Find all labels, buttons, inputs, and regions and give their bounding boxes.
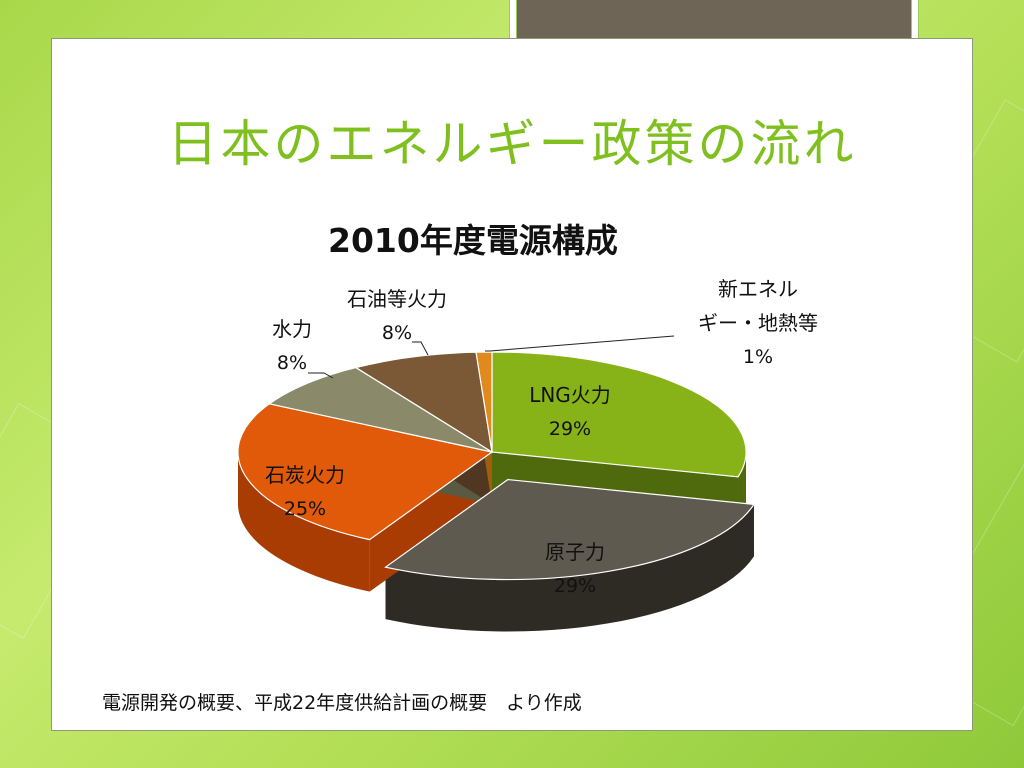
leader-line xyxy=(412,341,429,356)
pie-slice xyxy=(354,351,493,454)
label-value: 29% xyxy=(548,418,592,440)
pie-slice xyxy=(267,366,493,453)
chart-title: 2010年度電源構成 xyxy=(328,221,618,260)
label-value: 1% xyxy=(742,346,774,368)
leader-line xyxy=(308,372,334,379)
slice-label-hydro: 水力 8% xyxy=(252,312,332,380)
label-name: 原子力 xyxy=(545,540,605,564)
slice-label-oil: 石油等火力 8% xyxy=(322,282,472,350)
label-value: 8% xyxy=(381,322,413,344)
slide-title: 日本のエネルギー政策の流れ xyxy=(167,115,857,173)
label-line2: ギー・地熱等 xyxy=(698,311,818,335)
label-value: 29% xyxy=(553,575,597,597)
pie-slice xyxy=(491,351,747,478)
pie-slice xyxy=(384,478,755,581)
label-value: 8% xyxy=(276,352,308,374)
slice-label-lng: LNG火力 29% xyxy=(505,378,635,446)
slice-label-coal: 石炭火力 25% xyxy=(240,458,370,526)
leader-line xyxy=(485,335,675,352)
label-value: 25% xyxy=(283,498,327,520)
pie-slice-side xyxy=(238,452,370,592)
label-name: LNG火力 xyxy=(529,383,611,407)
label-name: 石油等火力 xyxy=(347,287,447,311)
pie-slice xyxy=(475,351,493,453)
slice-label-renewable: 新エネル ギー・地熱等 1% xyxy=(676,272,840,374)
source-note: 電源開発の概要、平成22年度供給計画の概要 より作成 xyxy=(102,692,582,714)
pie-slice-side xyxy=(385,504,754,632)
label-name: 水力 xyxy=(272,317,312,341)
label-name: 石炭火力 xyxy=(265,463,345,487)
slice-label-nuclear: 原子力 29% xyxy=(520,535,630,603)
label-line1: 新エネル xyxy=(718,277,798,301)
pie-slice xyxy=(237,403,494,541)
